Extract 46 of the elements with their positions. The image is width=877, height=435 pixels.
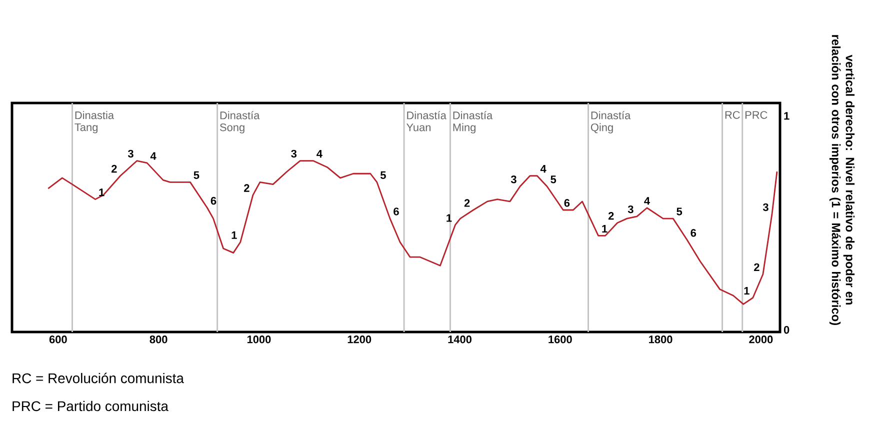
x-tick-label: 1600 [548,336,572,344]
annotation: 3 [128,150,134,158]
ref-line-label: Dinastía Ming [453,111,493,134]
y-axis-title: vertical derecho: Nivel relativo de poder en relación con otros imperios (1 = Máximo histórico) [829,35,855,326]
annotation: 4 [644,197,650,205]
x-tick-label: 1200 [348,336,372,344]
annotation: 2 [464,199,470,207]
annotation: 4 [150,152,156,160]
ref-line-label: PRC [745,111,768,119]
annotation: 2 [754,263,760,272]
x-tick-label: 1000 [247,336,271,344]
annotation: 1 [602,224,608,232]
y-tick-label: 0 [784,326,790,334]
annotation: 4 [540,165,546,173]
text: RC = Revolución comunista [12,372,184,384]
annotation: 1 [99,188,104,196]
annotation: 5 [550,176,556,184]
annotation: 6 [690,229,696,237]
ref-line-label: RC [725,111,740,119]
x-tick-label: 1400 [448,336,472,344]
ref-line-label: Dinastía Song [220,111,260,134]
text: PRC = Partido comunista [12,400,168,412]
ref-line-label: Dinastía Qing [590,111,631,134]
x-tick-label: 2000 [749,336,773,344]
x-tick-label: 1800 [649,336,672,344]
annotation: 6 [210,196,216,205]
x-tick-label: 800 [150,336,168,344]
annotation: 3 [510,176,516,184]
annotation: 1 [744,287,750,295]
annotation: 6 [394,208,399,216]
ref-line-label: Dinastia Tang [74,111,114,134]
x-tick-label: 600 [49,336,67,344]
annotation: 5 [676,208,682,216]
annotation: 3 [628,205,634,214]
annotation: 2 [608,212,614,220]
annotation: 3 [291,150,297,158]
annotation: 5 [380,171,386,179]
annotation: 1 [232,231,237,239]
annotation: 6 [564,199,570,207]
annotation: 2 [244,184,250,192]
annotation: 5 [194,171,200,179]
annotation: 2 [112,164,117,173]
annotation: 1 [446,214,452,222]
annotation: 4 [316,150,322,158]
ref-line-label: Dinastía Yuan [406,111,446,132]
annotation: 3 [762,203,768,212]
